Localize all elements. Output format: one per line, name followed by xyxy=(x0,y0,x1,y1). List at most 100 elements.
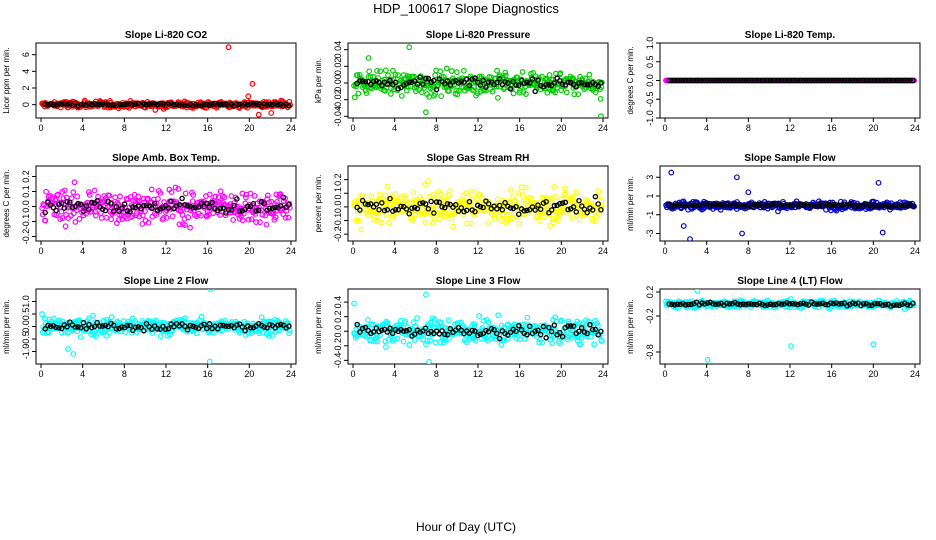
mean-point xyxy=(877,202,883,209)
data-point xyxy=(157,333,164,340)
mean-point xyxy=(168,100,174,107)
mean-point xyxy=(888,77,894,84)
mean-point xyxy=(373,201,380,208)
y-tick-label: -0.02 xyxy=(333,89,343,110)
mean-point xyxy=(573,84,580,90)
mean-point xyxy=(828,300,834,306)
y-tick-label: -0.2 xyxy=(333,226,343,242)
y-tick-label: -0.04 xyxy=(333,106,343,127)
data-point xyxy=(484,220,491,227)
mean-point xyxy=(201,321,207,327)
data-point xyxy=(427,337,433,344)
outlier-point xyxy=(870,341,877,348)
data-point xyxy=(595,188,602,194)
mean-point xyxy=(436,76,443,82)
mean-point xyxy=(217,322,224,329)
mean-point xyxy=(149,205,155,212)
mean-point xyxy=(516,82,522,89)
data-point xyxy=(454,69,460,76)
mean-point xyxy=(841,77,848,84)
mean-point xyxy=(674,301,681,307)
mean-point xyxy=(890,77,897,84)
mean-point xyxy=(272,100,278,107)
data-point xyxy=(590,217,596,224)
mean-point xyxy=(461,208,467,215)
data-point xyxy=(374,332,380,339)
mean-point xyxy=(743,301,749,308)
mean-point xyxy=(50,204,57,211)
x-tick-label: 4 xyxy=(704,123,709,133)
data-point xyxy=(106,192,113,199)
mean-point xyxy=(132,101,139,107)
mean-point xyxy=(554,75,560,81)
x-tick-label: 4 xyxy=(392,123,397,133)
mean-point xyxy=(682,203,689,209)
mean-point xyxy=(442,204,448,211)
data-point xyxy=(539,339,545,346)
data-point xyxy=(448,68,455,74)
data-point xyxy=(438,93,445,100)
chart-panel: Slope Gas Stream RH percent per min. 0 4 8 12… xyxy=(314,153,609,256)
data-point xyxy=(583,317,589,323)
mean-point xyxy=(88,324,95,331)
mean-point xyxy=(105,323,111,330)
mean-point xyxy=(431,77,437,84)
mean-point xyxy=(86,321,92,328)
data-point xyxy=(536,217,543,224)
mean-point xyxy=(359,325,366,332)
data-point xyxy=(445,317,452,324)
mean-point xyxy=(592,193,599,200)
data-point xyxy=(450,223,457,230)
mean-point xyxy=(715,201,722,207)
mean-point xyxy=(502,199,508,206)
mean-point xyxy=(762,302,768,309)
x-tick-label: 20 xyxy=(244,369,254,379)
mean-point xyxy=(214,326,221,332)
mean-point xyxy=(702,301,708,307)
outlier-point xyxy=(255,111,262,118)
chart-panel: Slope Line 3 Flow ml/min per min. 0 4 8 12 16 2… xyxy=(314,276,609,379)
mean-point xyxy=(480,330,486,337)
mean-point xyxy=(242,206,248,213)
mean-point xyxy=(113,326,120,332)
mean-point xyxy=(376,79,382,86)
mean-point xyxy=(168,321,174,327)
y-tick-label: 0.0 xyxy=(333,325,343,338)
mean-point xyxy=(507,329,514,336)
mean-point xyxy=(485,328,492,335)
mean-point xyxy=(595,332,601,338)
y-tick-label: -1.0 xyxy=(21,344,31,360)
mean-point xyxy=(699,300,705,306)
x-tick-label: 24 xyxy=(286,369,296,379)
outlier-point xyxy=(268,110,275,116)
data-point xyxy=(245,216,252,223)
mean-point xyxy=(685,77,692,84)
mean-point xyxy=(149,326,155,332)
mean-point xyxy=(390,330,396,337)
mean-point xyxy=(786,301,793,307)
mean-point xyxy=(666,301,672,307)
data-point xyxy=(407,200,413,206)
data-point xyxy=(247,190,254,197)
mean-point xyxy=(712,201,719,208)
mean-point xyxy=(822,301,829,308)
mean-point xyxy=(275,322,281,328)
mean-point xyxy=(277,203,284,209)
mean-point xyxy=(184,327,191,333)
x-tick-label: 16 xyxy=(827,246,837,256)
x-tick-label: 16 xyxy=(515,369,525,379)
mean-point xyxy=(477,203,484,210)
y-tick-label: 0.0 xyxy=(21,320,31,333)
data-point xyxy=(244,320,251,327)
mean-point xyxy=(680,202,686,209)
data-point xyxy=(576,216,583,223)
mean-point xyxy=(247,101,254,107)
data-point xyxy=(190,192,197,198)
mean-point xyxy=(365,201,371,208)
data-point xyxy=(182,190,189,197)
mean-point xyxy=(387,195,393,202)
mean-point xyxy=(162,326,169,333)
data-point xyxy=(556,212,563,218)
data-point xyxy=(193,330,200,337)
mean-point xyxy=(743,77,749,84)
